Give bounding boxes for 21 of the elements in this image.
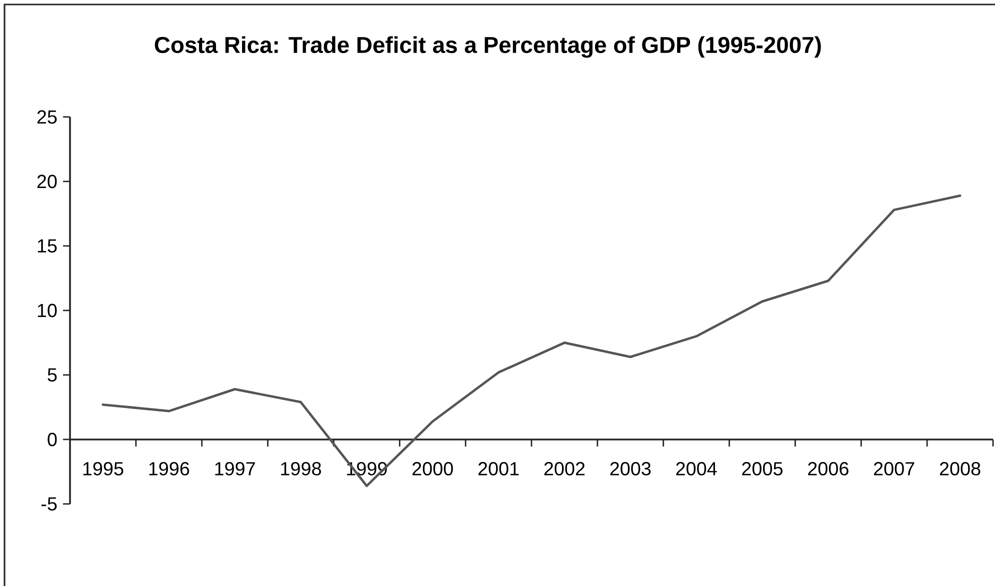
y-tick-label: 10: [38, 304, 57, 318]
x-tick-label: 1995: [83, 462, 124, 476]
x-tick-label: 1997: [215, 462, 255, 476]
x-tick-label: 2002: [544, 462, 585, 476]
x-tick-label: 2001: [478, 462, 519, 476]
x-tick-label: 2000: [412, 462, 453, 476]
chart-title: Costa Rica: Trade Deficit as a Percentage of GDP (1995-2007): [154, 36, 821, 58]
y-tick-label: 15: [38, 239, 57, 253]
y-tick-label: -5: [42, 497, 57, 511]
y-tick-label: 20: [37, 174, 57, 188]
x-tick-label: 2005: [742, 462, 783, 476]
y-tick-label: 25: [37, 110, 57, 124]
x-tick-label: 2004: [676, 462, 717, 476]
x-tick-label: 2008: [940, 462, 980, 476]
x-tick-label: 2007: [874, 462, 914, 476]
y-tick-label: 5: [48, 368, 57, 382]
x-tick-label: 2003: [610, 462, 651, 476]
x-tick-label: 2006: [808, 462, 848, 476]
x-tick-label: 1996: [149, 462, 190, 476]
x-tick-label: 1998: [281, 462, 321, 476]
y-tick-label: 0: [48, 432, 57, 446]
